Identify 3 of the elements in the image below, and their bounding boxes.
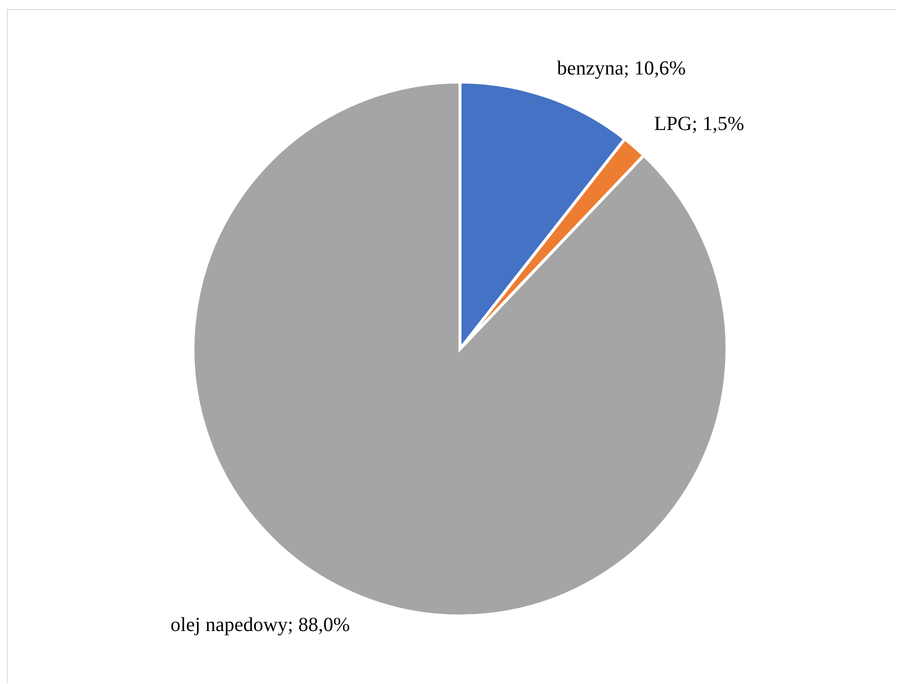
slice-label: olej napedowy; 88,0% <box>170 614 350 636</box>
slice-label: LPG; 1,5% <box>654 113 744 136</box>
slice-label: benzyna; 10,6% <box>556 57 686 80</box>
